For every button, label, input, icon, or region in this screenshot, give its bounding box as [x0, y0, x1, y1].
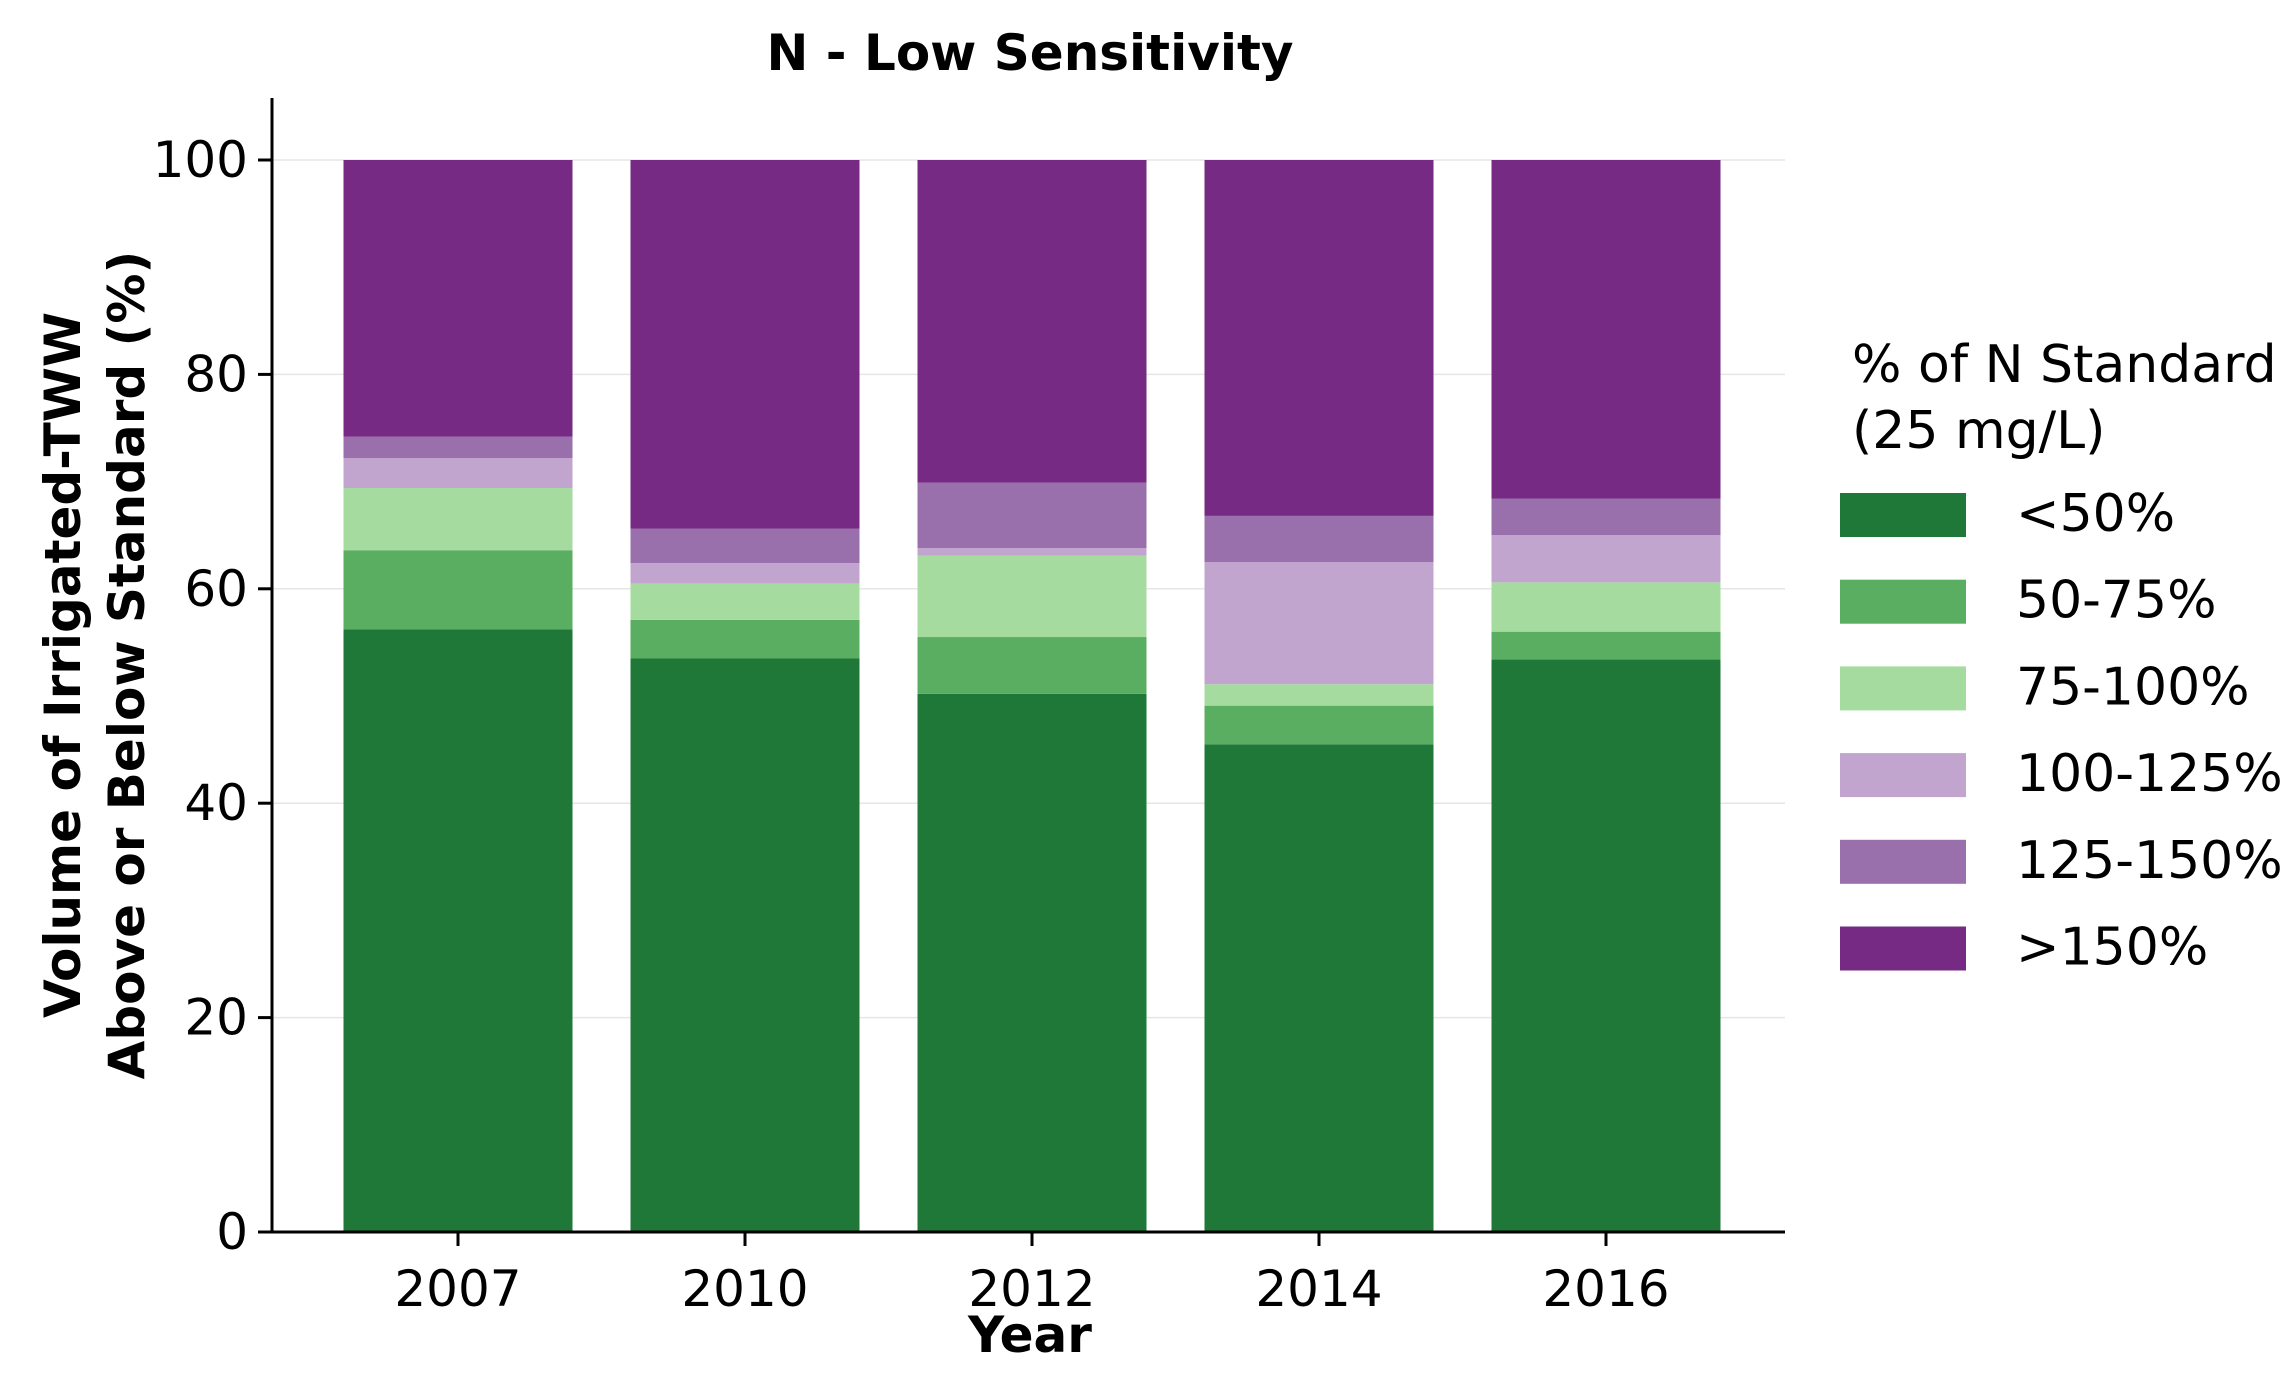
bar-stacks	[343, 160, 1721, 1232]
legend-label: <50%	[2016, 484, 2175, 544]
y-axis-title-line-1: Volume of Irrigated-TWW	[34, 312, 92, 1018]
legend-items: <50% 50-75% 75-100% 100-125% 125-150% >150%	[1840, 484, 2283, 978]
chart-title: N - Low Sensitivity	[767, 24, 1294, 82]
y-tick-label: 40	[184, 774, 248, 832]
y-tick-label: 100	[153, 131, 248, 189]
bar-segment	[1204, 744, 1434, 1232]
bar-segment	[343, 629, 573, 1232]
bar-stack-2010	[630, 160, 860, 1232]
bar-segment	[630, 658, 860, 1232]
bar-segment	[917, 555, 1147, 638]
bar-segment	[917, 693, 1147, 1232]
bar-segment	[630, 528, 860, 564]
bar-segment	[343, 458, 573, 489]
x-tick-label: 2010	[681, 1260, 808, 1318]
bar-segment	[917, 637, 1147, 694]
y-tick-label: 60	[184, 560, 248, 618]
bar-segment	[1491, 535, 1721, 583]
bar-segment	[917, 548, 1147, 556]
bar-segment	[1491, 160, 1721, 499]
bar-stack-2014	[1204, 160, 1434, 1232]
bar-segment	[1491, 631, 1721, 660]
legend-swatch	[1840, 666, 1966, 711]
x-axis-ticks: 2007 2010 2012 2014 2016	[394, 1232, 1670, 1318]
bar-segment	[630, 160, 860, 529]
bar-stack-2007	[343, 160, 573, 1232]
bar-segment	[1204, 684, 1434, 706]
x-tick-label: 2014	[1255, 1260, 1382, 1318]
y-tick-label: 20	[184, 989, 248, 1047]
legend-title-line-2: (25 mg/L)	[1852, 401, 2105, 461]
legend-swatch	[1840, 579, 1966, 624]
bar-segment	[343, 436, 573, 459]
legend-swatch	[1840, 839, 1966, 884]
legend-label: >150%	[2016, 918, 2208, 978]
bar-stack-2016	[1491, 160, 1721, 1232]
bar-segment	[1204, 562, 1434, 685]
y-axis-title-line-2: Above or Below Standard (%)	[98, 251, 156, 1080]
bar-segment	[1491, 659, 1721, 1232]
y-axis-ticks: 0 20 40 60 80 100	[153, 131, 272, 1261]
y-tick-label: 0	[216, 1203, 248, 1261]
bar-segment	[343, 550, 573, 630]
legend-swatch	[1840, 493, 1966, 537]
legend-label: 75-100%	[2016, 657, 2250, 717]
x-tick-label: 2007	[394, 1260, 521, 1318]
bar-segment	[1491, 498, 1721, 536]
bar-stack-2012	[917, 160, 1147, 1232]
x-tick-label: 2016	[1542, 1260, 1669, 1318]
legend: % of N Standard (25 mg/L) <50% 50-75% 75-1…	[1840, 335, 2283, 978]
y-tick-label: 80	[184, 345, 248, 403]
bar-segment	[917, 482, 1147, 549]
legend-label: 50-75%	[2016, 571, 2217, 631]
legend-swatch	[1840, 926, 1966, 971]
legend-label: 100-125%	[2016, 744, 2283, 804]
bar-segment	[1204, 160, 1434, 516]
x-axis-title: Year	[967, 1306, 1092, 1364]
legend-label: 125-150%	[2016, 831, 2283, 891]
bar-segment	[1204, 515, 1434, 562]
bar-segment	[1204, 705, 1434, 745]
bar-segment	[917, 160, 1147, 483]
x-tick-label: 2012	[968, 1260, 1095, 1318]
bar-segment	[343, 488, 573, 551]
bar-segment	[630, 583, 860, 620]
bar-segment	[630, 563, 860, 584]
legend-title-line-1: % of N Standard	[1852, 335, 2277, 395]
legend-swatch	[1840, 753, 1966, 798]
bar-segment	[1491, 582, 1721, 632]
bar-segment	[343, 160, 573, 437]
bar-segment	[630, 619, 860, 659]
